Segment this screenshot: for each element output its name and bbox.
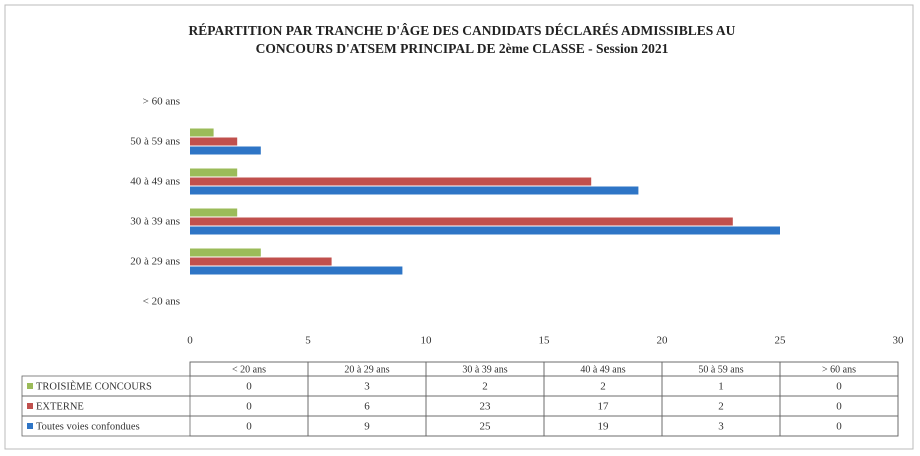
y-tick-label: < 20 ans xyxy=(143,296,180,308)
y-tick-label: 20 à 29 ans xyxy=(130,256,180,268)
bar xyxy=(190,217,733,226)
chart-title: CONCOURS D'ATSEM PRINCIPAL DE 2ème CLASS… xyxy=(256,41,669,56)
y-tick-label: > 60 ans xyxy=(143,96,180,108)
bar xyxy=(190,266,403,275)
table-header: 30 à 39 ans xyxy=(462,364,507,375)
x-tick-label: 25 xyxy=(775,335,787,347)
bar xyxy=(190,128,214,137)
table-value: 0 xyxy=(246,381,252,393)
table-value: 25 xyxy=(480,421,492,433)
legend-swatch xyxy=(27,403,33,409)
y-tick-label: 50 à 59 ans xyxy=(130,136,180,148)
bar xyxy=(190,146,261,155)
table-value: 19 xyxy=(598,421,610,433)
bar xyxy=(190,208,238,217)
legend-swatch xyxy=(27,423,33,429)
bar xyxy=(190,186,639,195)
bar xyxy=(190,248,261,257)
y-tick-label: 30 à 39 ans xyxy=(130,216,180,228)
table-value: 17 xyxy=(598,401,610,413)
table-value: 0 xyxy=(246,421,252,433)
frame xyxy=(4,4,914,450)
table-cell xyxy=(21,415,899,437)
table-value: 2 xyxy=(718,401,724,413)
legend-label: Toutes voies confondues xyxy=(36,421,140,432)
x-tick-label: 5 xyxy=(305,335,311,347)
table-header: 20 à 29 ans xyxy=(344,364,389,375)
legend-swatch xyxy=(27,383,33,389)
table-value: 0 xyxy=(836,401,842,413)
table-value: 9 xyxy=(364,421,370,433)
table-value: 0 xyxy=(836,421,842,433)
bar xyxy=(190,226,780,235)
table-header: > 60 ans xyxy=(822,364,856,375)
chart-title: RÉPARTITION PAR TRANCHE D'ÂGE DES CANDID… xyxy=(189,23,736,38)
legend-label: EXTERNE xyxy=(36,401,84,412)
x-tick-label: 0 xyxy=(187,335,193,347)
table-value: 3 xyxy=(364,381,370,393)
table-cell xyxy=(21,395,899,417)
bar xyxy=(190,257,332,266)
x-tick-label: 20 xyxy=(657,335,669,347)
bar xyxy=(190,137,238,146)
x-tick-label: 30 xyxy=(893,335,905,347)
table-value: 3 xyxy=(718,421,724,433)
table-value: 2 xyxy=(600,381,606,393)
y-tick-label: 40 à 49 ans xyxy=(130,176,180,188)
table-cell xyxy=(21,375,899,397)
table-value: 0 xyxy=(836,381,842,393)
bar xyxy=(190,177,592,186)
table-header: 50 à 59 ans xyxy=(698,364,743,375)
table-header: 40 à 49 ans xyxy=(580,364,625,375)
table-value: 23 xyxy=(480,401,492,413)
table-value: 1 xyxy=(718,381,724,393)
table-header: < 20 ans xyxy=(232,364,266,375)
x-tick-label: 15 xyxy=(539,335,551,347)
table-value: 0 xyxy=(246,401,252,413)
x-tick-label: 10 xyxy=(421,335,433,347)
table-value: 2 xyxy=(482,381,488,393)
table-value: 6 xyxy=(364,401,370,413)
legend-label: TROISIÈME CONCOURS xyxy=(36,380,152,392)
bar xyxy=(190,168,238,177)
